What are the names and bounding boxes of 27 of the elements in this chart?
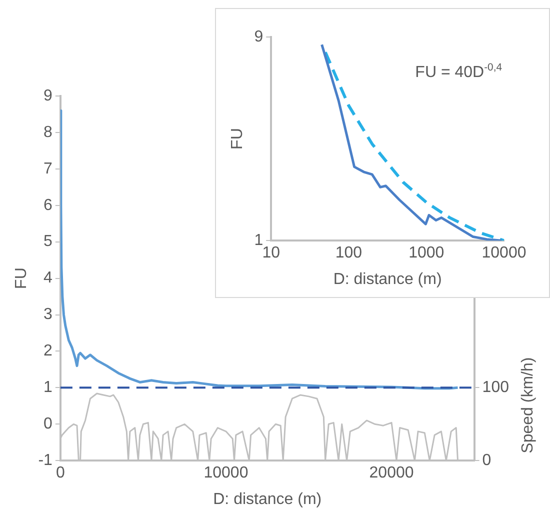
y-axis-title: FU <box>229 128 246 150</box>
y-tick-label: 7 <box>44 160 53 178</box>
x-tick-label: 10000 <box>482 244 526 262</box>
y-tick-label: 2 <box>44 342 53 360</box>
x-axis-title: D: distance (m) <box>333 270 442 288</box>
y-tick-label: 4 <box>44 270 53 287</box>
y-tick-label: 9 <box>44 87 53 104</box>
x-tick-label: 0 <box>56 464 65 482</box>
y2-tick-label: 100 <box>482 379 510 396</box>
y2-axis-title: Speed (km/h) <box>519 357 536 454</box>
y-tick-label: 5 <box>44 233 53 250</box>
y-tick-label: 1 <box>254 232 264 250</box>
y-tick-label: 6 <box>44 196 53 214</box>
x-tick-label: 100 <box>335 244 362 262</box>
y-tick-label: 0 <box>44 416 53 433</box>
y-tick-label: 3 <box>44 306 53 324</box>
y-tick-label: -1 <box>38 452 53 470</box>
x-tick-label: 10000 <box>204 464 248 482</box>
x-axis-title: D: distance (m) <box>213 490 322 508</box>
y2-tick-label: 0 <box>482 452 492 470</box>
x-tick-label: 1000 <box>408 244 444 262</box>
y-tick-label: 9 <box>254 28 264 46</box>
y-tick-label: 1 <box>44 379 53 396</box>
y-tick-label: 8 <box>44 124 53 141</box>
x-tick-label: 20000 <box>369 464 414 482</box>
x-tick-label: 10 <box>262 244 280 262</box>
y-axis-title: FU <box>13 268 30 289</box>
